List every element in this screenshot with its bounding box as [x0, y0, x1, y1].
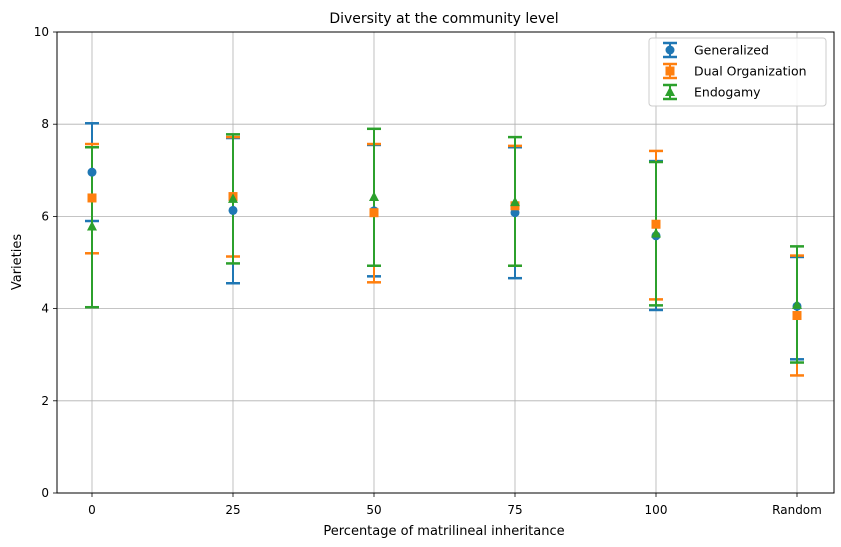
axes: 0 25 50 75 100 Random 0 2 4 6 8 10 [34, 25, 822, 517]
x-tick-label: 50 [366, 503, 381, 517]
x-axis-label: Percentage of matrilineal inheritance [323, 524, 564, 539]
y-tick-label: 0 [41, 486, 49, 500]
y-axis-label: Varieties [10, 234, 25, 291]
x-tick-label: 0 [88, 503, 96, 517]
data-layer [85, 122, 804, 377]
endogamy-point [228, 193, 238, 203]
dual-organization-point [792, 311, 802, 321]
generalized-point [87, 167, 97, 177]
endogamy-point [369, 191, 379, 202]
endogamy-point [87, 221, 97, 231]
dual-organization-point [87, 193, 97, 203]
chart-title: Diversity at the community level [329, 11, 558, 27]
legend-marker-dual-organization [665, 66, 675, 76]
dual-organization-point [369, 208, 379, 218]
generalized-point [228, 205, 238, 215]
x-tick-label: 25 [225, 503, 240, 517]
x-tick-label: 75 [507, 503, 522, 517]
endogamy-point [792, 299, 802, 309]
y-tick-label: 6 [41, 209, 49, 223]
y-tick-label: 8 [41, 117, 49, 131]
endogamy-point [510, 196, 520, 207]
x-tick-label: Random [772, 503, 822, 517]
plot-frame [56, 31, 835, 494]
legend-box [648, 37, 827, 107]
legend-label-generalized: Generalized [694, 43, 769, 58]
legend-marker-generalized [665, 45, 675, 55]
y-tick-label: 2 [41, 394, 49, 408]
legend-label-endogamy: Endogamy [694, 85, 761, 100]
endogamy-point [651, 227, 661, 238]
legend: Generalized Dual Organization Endogamy [648, 37, 827, 107]
y-tick-label: 4 [41, 302, 49, 316]
dual-organization-point [651, 219, 661, 229]
legend-marker-endogamy [665, 86, 675, 96]
y-tick-label: 10 [34, 25, 49, 39]
x-tick-label: 100 [645, 503, 668, 517]
legend-label-dual-organization: Dual Organization [694, 64, 807, 79]
generalized-point [510, 208, 520, 218]
